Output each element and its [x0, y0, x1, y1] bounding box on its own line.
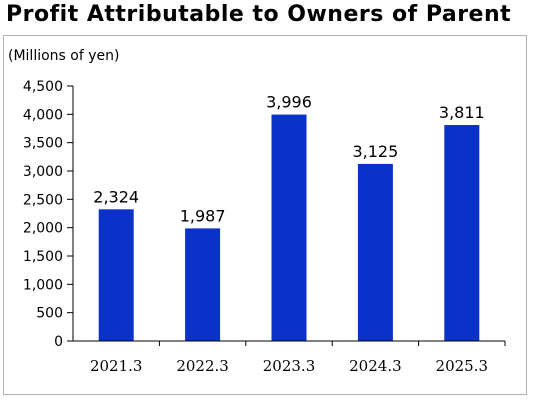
data-label: 3,996 — [266, 93, 312, 112]
x-tick-label: 2022.3 — [176, 357, 229, 375]
data-label: 1,987 — [180, 206, 226, 225]
y-tick-label: 3,500 — [23, 136, 63, 152]
chart-frame — [3, 35, 527, 395]
bars — [98, 114, 480, 341]
data-label: 3,125 — [352, 142, 398, 161]
y-tick-label: 2,500 — [23, 192, 63, 208]
bar — [357, 163, 393, 341]
bar — [185, 228, 221, 341]
y-tick-label: 2,000 — [23, 221, 63, 237]
y-tick-label: 0 — [54, 334, 63, 350]
y-axis: 0 500 1,000 1,500 2,000 2,500 3,000 3,500 4,000 4… — [23, 79, 74, 350]
y-tick-label: 4,500 — [23, 79, 63, 95]
x-axis: 2021.3 2022.3 2023.3 2024.3 2025.3 — [73, 340, 506, 375]
y-tick-label: 3,000 — [23, 164, 63, 180]
bar — [271, 114, 307, 341]
x-tick-label: 2025.3 — [436, 357, 489, 375]
x-tick-label: 2024.3 — [349, 357, 402, 375]
x-tick-label: 2023.3 — [263, 357, 316, 375]
y-tick-label: 500 — [36, 306, 63, 322]
data-label: 2,324 — [93, 187, 139, 206]
unit-label: (Millions of yen) — [8, 48, 119, 64]
data-labels: 2,324 1,987 3,996 3,125 3,811 — [93, 93, 484, 226]
x-tick-label: 2021.3 — [90, 357, 143, 375]
y-tick-label: 4,000 — [23, 107, 63, 123]
y-tick-label: 1,000 — [23, 277, 63, 293]
y-tick-label: 1,500 — [23, 249, 63, 265]
chart-title: Profit Attributable to Owners of Parent — [6, 2, 512, 27]
bar — [444, 125, 480, 341]
data-label: 3,811 — [439, 103, 485, 122]
bar — [98, 209, 134, 341]
